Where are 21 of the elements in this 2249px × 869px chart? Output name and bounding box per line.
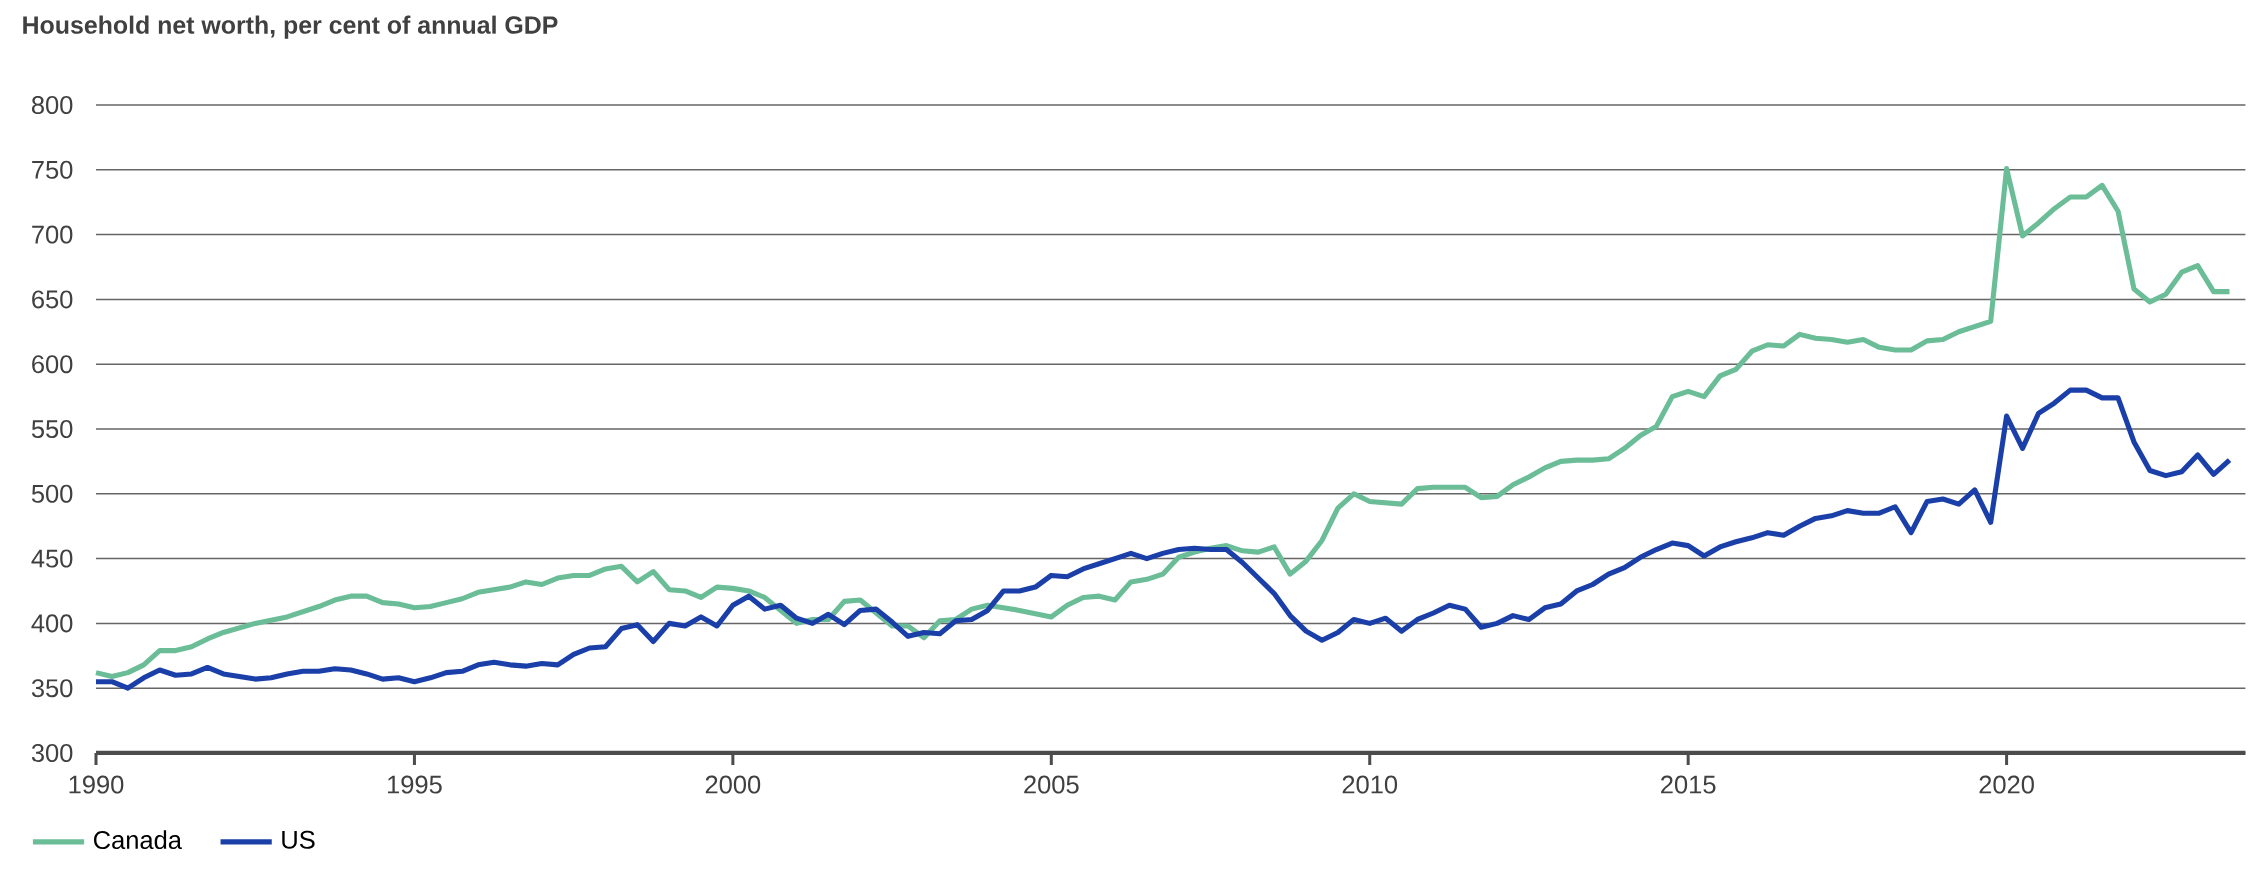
x-tick-label: 2015 (1661, 775, 1716, 794)
y-tick-label: 500 (31, 484, 73, 503)
y-tick-label: 700 (32, 225, 73, 244)
x-tick-label: 1995 (388, 775, 442, 794)
x-tick-label: 2000 (705, 775, 761, 794)
chart-title: Household net worth, per cent of annual GDP (23, 15, 558, 39)
x-tick-label: 2005 (1024, 775, 1079, 794)
x-tick-label: 2010 (1342, 775, 1398, 794)
y-tick-label: 400 (31, 614, 73, 633)
legend-label: US (282, 830, 315, 849)
y-tick-label: 650 (32, 290, 73, 309)
y-tick-label: 450 (31, 549, 73, 568)
legend-label: Canada (93, 830, 182, 850)
x-tick-label: 1990 (69, 775, 124, 794)
y-tick-label: 800 (31, 95, 73, 114)
y-tick-label: 300 (31, 743, 73, 762)
y-tick-label: 750 (32, 160, 73, 179)
x-tick-label: 2020 (1979, 775, 2034, 794)
y-tick-label: 350 (31, 679, 73, 698)
y-tick-label: 600 (32, 355, 73, 374)
y-tick-label: 550 (31, 419, 73, 438)
